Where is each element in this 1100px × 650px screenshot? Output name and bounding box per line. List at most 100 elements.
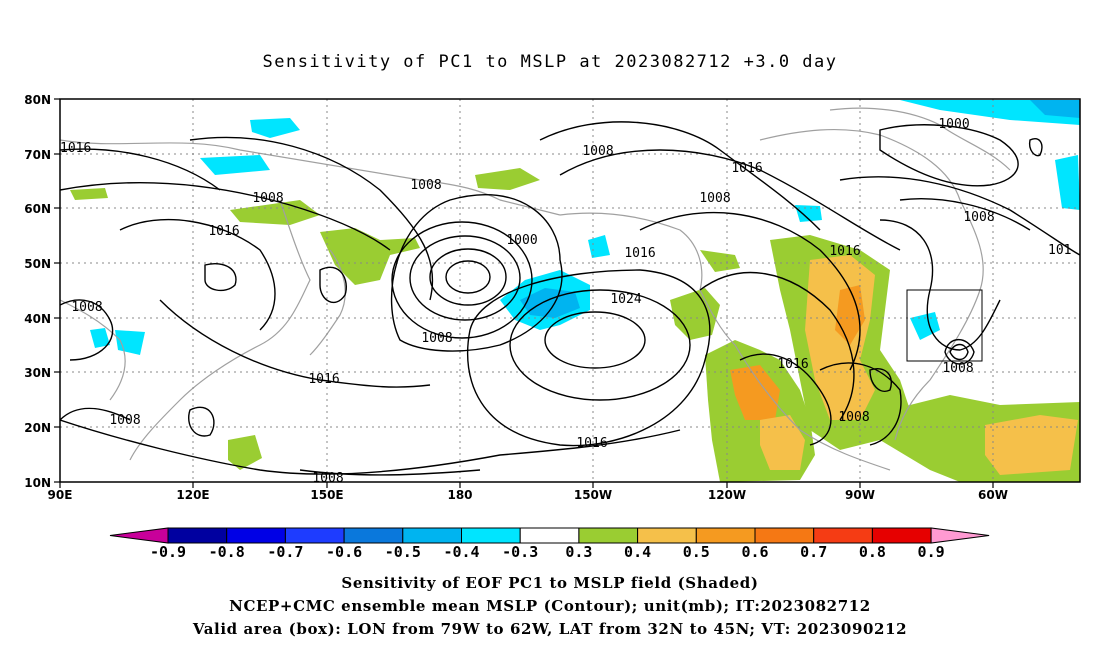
shade-yellow-mexico xyxy=(760,415,805,470)
colorbar-label: -0.9 xyxy=(150,543,186,561)
shade-green-pacific xyxy=(670,288,720,340)
shade-blue-pacific xyxy=(520,288,580,318)
colorbar-label: -0.8 xyxy=(209,543,245,561)
lon-label: 180 xyxy=(447,488,472,502)
lat-label: 60N xyxy=(24,202,51,216)
footer-line-1: Sensitivity of EOF PC1 to MSLP field (Sh… xyxy=(341,574,759,592)
contour-label: 101 xyxy=(1048,243,1071,258)
contour-label: 1016 xyxy=(308,372,339,387)
coast-east-asia xyxy=(129,199,311,461)
colorbar-high-tip xyxy=(930,527,990,544)
coast-japan xyxy=(309,249,346,356)
shade-cyan-arctic-1 xyxy=(250,118,300,138)
contour-label: 1016 xyxy=(624,246,655,261)
colorbar-segment xyxy=(343,527,404,544)
coast-north-america-east xyxy=(759,128,984,441)
lon-label: 90W xyxy=(845,488,875,502)
contour-label: 1008 xyxy=(942,361,973,376)
contour-label: 1008 xyxy=(421,331,452,346)
lon-label: 60W xyxy=(978,488,1008,502)
colorbar-label: 0.5 xyxy=(683,543,710,561)
colorbar-segment xyxy=(284,527,345,544)
lon-label: 120W xyxy=(708,488,746,502)
coast-arctic-asia xyxy=(60,139,561,216)
colorbar-segment xyxy=(461,527,521,544)
contour-labels: 1016 1008 1016 1016 1008 1008 1000 1008 … xyxy=(60,117,1071,486)
shade-cyan-greenland xyxy=(900,100,1080,125)
contour-label: 1000 xyxy=(506,233,537,248)
mslp-contours xyxy=(60,121,1080,476)
colorbar-segment xyxy=(637,527,697,544)
lon-label: 90E xyxy=(48,488,73,502)
map-frame xyxy=(59,98,1081,483)
contour-label: 1008 xyxy=(963,210,994,225)
colorbar-label: 0.4 xyxy=(624,543,651,561)
map-area: 1016 1008 1016 1016 1008 1008 1000 1008 … xyxy=(60,99,1080,486)
shade-cyan-canada xyxy=(795,205,822,222)
shade-orange-mexico xyxy=(730,365,780,420)
colorbar-label: 0.8 xyxy=(859,543,886,561)
axis-ticks xyxy=(54,98,994,488)
colorbar-label: -0.5 xyxy=(385,543,421,561)
contour-label: 1008 xyxy=(410,178,441,193)
shade-green-bering xyxy=(475,168,540,190)
contour-label: 1008 xyxy=(699,191,730,206)
lat-label: 40N xyxy=(24,312,51,326)
contour-label: 1008 xyxy=(109,413,140,428)
shade-green-west xyxy=(70,188,108,200)
colorbar-segment xyxy=(578,527,639,544)
shade-blue-greenland xyxy=(1030,100,1080,118)
lat-label: 50N xyxy=(24,257,51,271)
colorbar-label: 0.7 xyxy=(800,543,827,561)
colorbar-segment xyxy=(695,527,756,544)
lon-label: 120E xyxy=(176,488,209,502)
colorbar-segment xyxy=(871,527,932,544)
colorbar-low-tip xyxy=(109,527,169,544)
contour-label: 1008 xyxy=(838,410,869,425)
shade-cyan-asia-1 xyxy=(90,328,110,348)
lon-label: 150W xyxy=(574,488,612,502)
contour-label: 1008 xyxy=(71,300,102,315)
colorbar-segment xyxy=(754,527,815,544)
shade-yellow-atlantic xyxy=(985,415,1078,475)
coast-north-america-west xyxy=(559,212,891,471)
lat-label: 20N xyxy=(24,421,51,435)
shade-green-asia-south xyxy=(228,435,262,470)
contour-label: 1000 xyxy=(938,117,969,132)
colorbar-label: -0.7 xyxy=(267,543,303,561)
contour-label: 1008 xyxy=(312,471,343,486)
shade-green-japan xyxy=(320,228,420,285)
shade-cyan-atlantic xyxy=(1055,155,1080,210)
lat-label: 30N xyxy=(24,366,51,380)
lon-label: 150E xyxy=(310,488,343,502)
contour-label: 1008 xyxy=(582,144,613,159)
footer-line-3: Valid area (box): LON from 79W to 62W, L… xyxy=(192,620,908,638)
colorbar-segment xyxy=(813,527,873,544)
colorbar-segment xyxy=(226,527,286,544)
shade-green-siberia xyxy=(230,200,320,225)
contour-label: 1024 xyxy=(610,292,641,307)
shade-cyan-asia-2 xyxy=(115,330,145,355)
colorbar-label: -0.6 xyxy=(326,543,362,561)
contour-label: 1016 xyxy=(829,244,860,259)
valid-area-box xyxy=(906,289,983,362)
latitude-labels: 80N 70N 60N 50N 40N 30N 20N 10N xyxy=(24,93,51,490)
lat-label: 10N xyxy=(24,476,51,490)
contour-label: 1016 xyxy=(60,141,91,156)
shade-cyan-gulf-alaska xyxy=(588,235,610,258)
shade-green-canada xyxy=(700,250,740,272)
colorbar-label: 0.3 xyxy=(565,543,592,561)
colorbar-label: 0.9 xyxy=(918,543,945,561)
contour-label: 1016 xyxy=(731,161,762,176)
shade-cyan-arctic-2 xyxy=(200,155,270,175)
contour-label: 1016 xyxy=(208,224,239,239)
contour-label: 1016 xyxy=(576,436,607,451)
colorbar-label: -0.4 xyxy=(443,543,479,561)
footer-line-2: NCEP+CMC ensemble mean MSLP (Contour); u… xyxy=(229,597,871,615)
coast-south-asia xyxy=(60,299,126,401)
sensitivity-shading xyxy=(70,100,1080,482)
contour-label: 1008 xyxy=(252,191,283,206)
colorbar-label: -0.3 xyxy=(502,543,538,561)
colorbar-segment xyxy=(167,527,228,544)
